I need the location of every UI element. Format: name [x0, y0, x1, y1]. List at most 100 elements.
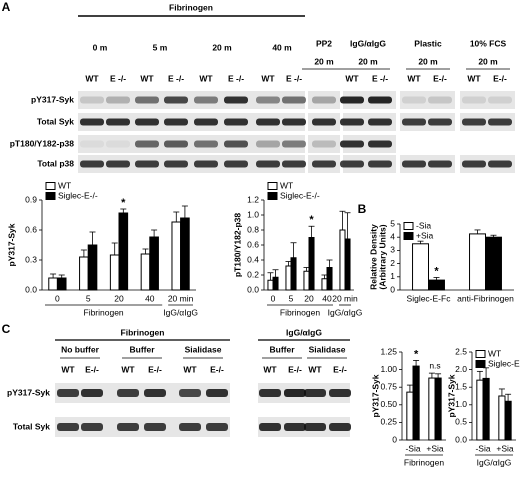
error-bar [339, 210, 346, 230]
bar [485, 236, 502, 291]
error-bar [80, 249, 87, 257]
annotation: n.s [429, 360, 440, 370]
blot-band [80, 118, 104, 126]
blot-band [428, 118, 452, 126]
blot-band [284, 389, 306, 397]
y-tick-label: 2 [390, 258, 395, 268]
blot-band [368, 140, 392, 148]
error-bar [111, 242, 118, 255]
time-label: 0 m [93, 42, 108, 52]
blot-band [81, 389, 103, 397]
y-axis-label: Relative Density [368, 224, 378, 290]
error-bar [181, 205, 188, 218]
blot-band [80, 140, 104, 148]
lane-label: E-/- [85, 364, 99, 374]
blot-band [256, 160, 280, 168]
blot-band [194, 160, 218, 168]
panel-label: B [358, 202, 367, 216]
blot-band [282, 118, 306, 126]
blot-strip [460, 155, 515, 173]
blot-band [256, 96, 280, 104]
row-label: Total p38 [37, 158, 74, 168]
y-tick-label: 0.75 [380, 381, 397, 391]
blot-band [81, 423, 103, 431]
error-bar [151, 229, 158, 237]
y-tick-label: 2.5 [455, 346, 467, 356]
lane-label: E-/- [493, 73, 507, 83]
blot-band [135, 96, 159, 104]
bar [406, 391, 414, 441]
blot-band [282, 96, 306, 104]
lane-label: E-/- [288, 364, 302, 374]
group-label: Fibrinogen [404, 457, 444, 467]
blot-band [106, 160, 130, 168]
blot-band [282, 160, 306, 168]
lane-label: E-/- [148, 364, 162, 374]
blot-band [312, 118, 336, 126]
legend-label: WT [488, 348, 501, 358]
x-tick-label: 40 [322, 293, 332, 303]
condition-label: No buffer [61, 344, 99, 354]
blot-strip [400, 155, 455, 173]
y-tick-label: 1.5 [455, 381, 467, 391]
bar [308, 237, 315, 291]
y-tick-label: 3 [390, 245, 395, 255]
y-tick-label: 0 [392, 434, 397, 444]
lane-label: E -/- [110, 73, 126, 83]
blot-band [340, 96, 364, 104]
blot-strip [78, 155, 305, 173]
y-axis-label: pY317-Syk [6, 223, 16, 266]
blot-band [80, 160, 104, 168]
error-bar [428, 372, 435, 379]
x-tick-label: +Sia [426, 443, 444, 453]
blot-band [368, 118, 392, 126]
blot-band [282, 140, 306, 148]
blot-band [402, 160, 426, 168]
blot-band [312, 96, 336, 104]
blot-band [256, 140, 280, 148]
error-bar [498, 388, 505, 396]
blot-band [179, 423, 201, 431]
blot-band [194, 118, 218, 126]
blot-band [304, 423, 326, 431]
legend-label: WT [58, 180, 71, 190]
condition-label: Sialidase [309, 344, 346, 354]
time-label: 20 m [358, 56, 378, 66]
bar [285, 265, 292, 291]
blot-header: IgG/αIgG [286, 327, 322, 337]
blot-strip [78, 113, 305, 131]
lane-label: WT [345, 73, 359, 83]
error-bar [344, 212, 351, 239]
blot-band [206, 389, 228, 397]
x-tick-label: 20 [114, 293, 124, 303]
blot-band [80, 96, 104, 104]
legend-label: Siglec-E-/- [280, 190, 320, 200]
y-tick-label: 0.6 [247, 239, 259, 249]
y-tick-label: 0.4 [247, 254, 259, 264]
group-label: IgG/αIgG [477, 457, 512, 467]
x-tick-label: Siglec-E-Fc [407, 293, 452, 303]
bar [321, 278, 328, 291]
time-label: 20 m [314, 56, 334, 66]
blot-band [402, 118, 426, 126]
time-label: 20 m [212, 42, 232, 52]
lane-label: E-/- [333, 364, 347, 374]
lane-label: E -/- [168, 73, 184, 83]
annotation: * [414, 348, 419, 360]
condition-label: Buffer [269, 344, 295, 354]
y-axis-label: pT180/Y182-p38 [232, 213, 242, 278]
blot-band [164, 140, 188, 148]
error-bar [285, 261, 292, 266]
y-tick-label: 4 [390, 231, 395, 241]
blot-band [194, 96, 218, 104]
legend-swatch [267, 192, 278, 200]
y-tick-label: 0.0 [455, 434, 467, 444]
blot-band [106, 118, 130, 126]
y-axis-label: (Arbitrary Units) [377, 224, 387, 289]
lane-label: WT [121, 364, 135, 374]
blot-band [488, 118, 512, 126]
y-tick-label: 1.00 [380, 364, 397, 374]
blot-strip [308, 91, 340, 109]
blot-band [428, 160, 452, 168]
bar [482, 377, 490, 441]
